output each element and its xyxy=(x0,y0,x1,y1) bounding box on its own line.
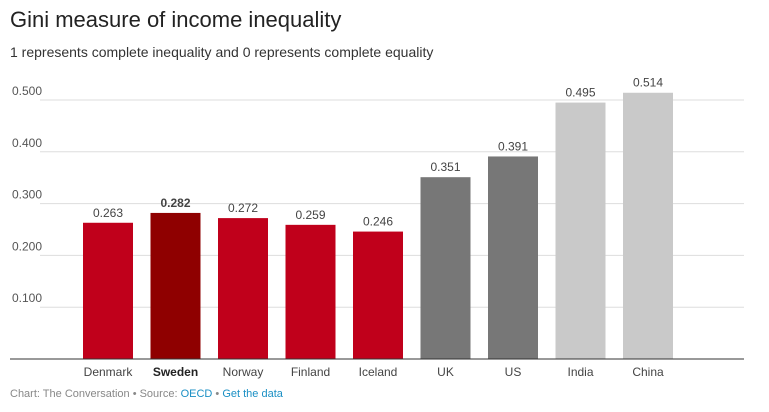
x-tick-label: UK xyxy=(437,365,454,379)
bar xyxy=(623,92,673,360)
x-tick-label: US xyxy=(505,365,522,379)
bar xyxy=(83,222,133,359)
bar-value-label: 0.391 xyxy=(498,139,528,153)
bar xyxy=(150,212,201,359)
bar-value-label: 0.246 xyxy=(363,215,393,229)
bar xyxy=(420,177,471,359)
x-tick-label: Norway xyxy=(223,365,264,379)
bar xyxy=(555,102,606,359)
x-tick-label: China xyxy=(632,365,664,379)
bar-value-label: 0.282 xyxy=(160,196,190,210)
x-tick-label: India xyxy=(567,365,593,379)
bar-value-label: 0.351 xyxy=(430,160,460,174)
x-tick-label: Iceland xyxy=(359,365,398,379)
y-tick-label: 0.400 xyxy=(12,136,42,150)
bar-value-label: 0.514 xyxy=(633,76,663,90)
y-tick-label: 0.200 xyxy=(12,239,42,253)
y-tick-label: 0.300 xyxy=(12,188,42,202)
chart-title: Gini measure of income inequality xyxy=(10,7,342,32)
bar-value-label: 0.259 xyxy=(295,208,325,222)
x-tick-label: Sweden xyxy=(153,365,198,379)
x-tick-label: Denmark xyxy=(84,365,134,379)
bar-value-label: 0.495 xyxy=(565,86,595,100)
bar xyxy=(488,156,538,359)
source-link[interactable]: OECD xyxy=(180,388,213,400)
footer-separator: • xyxy=(212,388,223,400)
bar xyxy=(353,231,403,359)
y-tick-label: 0.500 xyxy=(12,84,42,98)
bar xyxy=(218,218,268,359)
chart-subtitle: 1 represents complete inequality and 0 r… xyxy=(10,44,434,60)
bar xyxy=(285,224,336,359)
x-tick-label: Finland xyxy=(291,365,330,379)
get-data-link[interactable]: Get the data xyxy=(222,388,283,400)
bar-value-label: 0.272 xyxy=(228,201,258,215)
chart-footer: Chart: The Conversation • Source: OECD •… xyxy=(10,388,283,400)
footer-credit: Chart: The Conversation • Source: xyxy=(10,388,181,400)
bar-value-label: 0.263 xyxy=(93,206,123,220)
y-tick-label: 0.100 xyxy=(12,291,42,305)
